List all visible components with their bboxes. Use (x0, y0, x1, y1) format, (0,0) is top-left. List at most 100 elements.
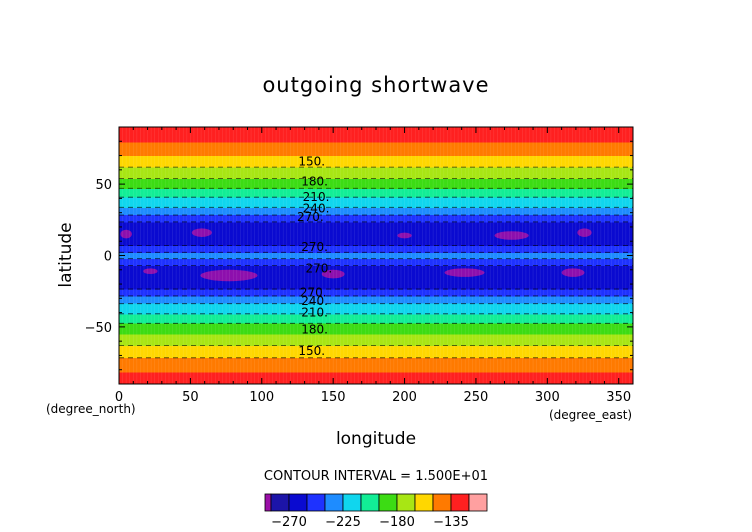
colorbar-tick-label: −135 (433, 515, 469, 530)
band-strip (119, 334, 633, 336)
band-strip (119, 216, 633, 218)
colorbar-segment (324, 493, 344, 512)
band-strip (119, 148, 633, 150)
minimum-patch (321, 269, 345, 279)
band-strip (119, 282, 633, 284)
band-strip (119, 380, 633, 382)
band-strip (119, 255, 633, 257)
band-strip (119, 236, 633, 238)
band-strip (119, 168, 633, 170)
band-strip (119, 161, 633, 164)
contour-label: 270. (300, 286, 327, 300)
band-strip (119, 338, 633, 340)
contour-label: 150. (298, 344, 325, 358)
band-strip (119, 265, 633, 267)
x-axis-label: longitude (336, 429, 416, 449)
y-tick-label: 0 (104, 250, 112, 265)
y-tick-label: −50 (85, 321, 112, 336)
colorbar-segment (396, 493, 416, 512)
band-strip (119, 325, 633, 327)
texture-lines (119, 127, 633, 384)
contour-label: 270. (301, 240, 328, 254)
band-strip (119, 347, 633, 349)
colorbar-segment (450, 493, 470, 512)
band-strip (119, 197, 633, 199)
band-strip (119, 158, 633, 160)
band-strip (119, 298, 633, 300)
band-strip (119, 184, 633, 186)
band-strip (119, 341, 633, 343)
band-strip (119, 364, 633, 366)
contour-lines (119, 166, 633, 359)
band-strip (119, 240, 633, 242)
band-strip (119, 226, 633, 228)
band-strip (119, 246, 633, 248)
band-strip (119, 141, 633, 144)
band-strip (119, 302, 633, 304)
band-strip (119, 371, 633, 373)
band-strip (119, 249, 633, 251)
band-strip (119, 182, 633, 184)
band-strip (119, 234, 633, 236)
contour-interval-text: CONTOUR INTERVAL = 1.500E+01 (264, 469, 488, 484)
band-strip (119, 329, 633, 331)
band-strip (119, 272, 633, 274)
band-strip (119, 274, 633, 276)
band-strip (119, 353, 633, 355)
band-strip (119, 314, 633, 316)
band-strip (119, 260, 633, 262)
band-strip (119, 326, 633, 329)
band-strip (119, 242, 633, 244)
band-strip (119, 318, 633, 320)
band-strip (119, 343, 633, 345)
band-strip (119, 217, 633, 219)
x-tick-label: 250 (464, 390, 489, 405)
band-strip (119, 153, 633, 155)
band-strip (119, 373, 633, 375)
band-strip (119, 336, 633, 338)
band-strip (119, 319, 633, 321)
band-strip (119, 142, 633, 144)
band-strip (119, 289, 633, 291)
band-strip (119, 131, 633, 134)
band-strip (119, 366, 633, 368)
band-strip (119, 165, 633, 167)
band-strip (119, 304, 633, 306)
band-strip (119, 189, 633, 191)
band-strip (119, 349, 633, 351)
band-strip (119, 339, 633, 341)
band-strip (119, 319, 633, 321)
band-strip (119, 164, 633, 166)
band-strip (119, 279, 633, 281)
band-strip (119, 348, 633, 350)
band-strip (119, 139, 633, 141)
colorbar-tick-label: −180 (379, 515, 415, 530)
band-strip (119, 359, 633, 361)
band-strip (119, 154, 633, 156)
band-strip (119, 223, 633, 225)
band-strip (119, 350, 633, 352)
band-strip (119, 140, 633, 142)
colorbar-segment (264, 493, 272, 512)
band-strip (119, 221, 633, 224)
band-strip (119, 254, 633, 256)
band-strip (119, 231, 633, 234)
band-strip (119, 202, 633, 204)
band-strip (119, 143, 633, 145)
band-strip (119, 245, 633, 247)
colorbar-segment (288, 493, 308, 512)
band-strip (119, 237, 633, 239)
band-strip (119, 146, 633, 148)
band-strip (119, 266, 633, 269)
band-strip (119, 296, 633, 298)
band-strip (119, 259, 633, 261)
band-strip (119, 263, 633, 265)
band-strip (119, 296, 633, 299)
band-strip (119, 331, 633, 333)
band-strip (119, 328, 633, 330)
band-strip (119, 220, 633, 222)
band-strip (119, 167, 633, 169)
band-strip (119, 361, 633, 363)
colorbar-segment (468, 493, 488, 512)
band-strip (119, 188, 633, 190)
